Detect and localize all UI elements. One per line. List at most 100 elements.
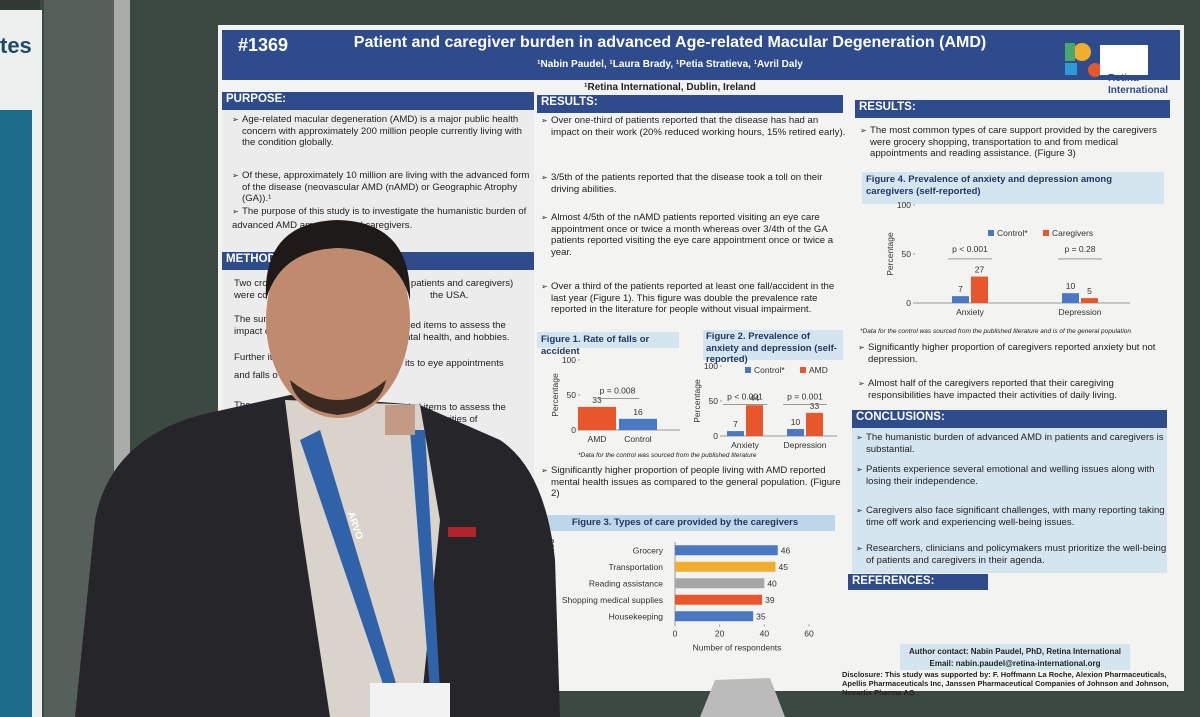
bar: [1062, 293, 1079, 303]
annotation: p < 0.001: [727, 392, 763, 402]
text: *Data for the control was sourced from t…: [860, 328, 1131, 335]
text: activities of: [430, 414, 478, 425]
y-tick-label: 100: [562, 355, 576, 365]
x-tick-label: 60: [804, 629, 814, 639]
y-tick-label: 50: [567, 390, 577, 400]
text: Almost half of the caregivers reported t…: [858, 378, 1173, 401]
badge: [370, 683, 450, 717]
bar: [971, 276, 988, 303]
bar: [675, 578, 765, 589]
x-tick-label: 0: [673, 629, 678, 639]
text: ntal health, and hobbies.: [405, 332, 510, 343]
x-tick-label: 20: [715, 629, 725, 639]
y-axis-label: Percentage: [885, 232, 895, 276]
bar: [578, 406, 616, 430]
pocket-square: [448, 527, 476, 537]
heading: RESULTS:: [859, 101, 916, 113]
y-tick-label: 0: [713, 431, 718, 441]
lanyard: [300, 430, 440, 690]
heading: RESULTS:: [541, 96, 598, 108]
text: Further it: [234, 352, 273, 363]
text: Caregivers also face significant challen…: [856, 505, 1171, 528]
text: ¹Retina International, Dublin, Ireland: [584, 82, 756, 93]
data-label: 5: [1087, 286, 1092, 296]
data-label: 7: [958, 284, 963, 294]
text: Researchers, clinicians and policymakers…: [856, 543, 1171, 566]
beard: [290, 380, 386, 415]
text: 3/5th of the patients reported that the …: [541, 172, 846, 195]
heading-bar: [222, 92, 534, 110]
text: Significantly higher proportion of peopl…: [541, 465, 841, 500]
poster-header: [222, 30, 1180, 80]
bar: [952, 296, 969, 303]
heading-bar: [852, 410, 1167, 428]
heading-bar: [537, 95, 843, 113]
text: Author contact: Nabin Paudel, PhD, Retin…: [908, 647, 1121, 656]
text: Figure 1. Rate of falls or accident: [541, 334, 650, 357]
bar: [746, 405, 763, 436]
legend-label: AMD: [809, 365, 828, 375]
side-sign-band: [0, 110, 32, 717]
text: Figure 3. Types of care provided by the …: [571, 517, 799, 528]
text: ded items to assess the: [405, 402, 506, 413]
text: Of these, approximately 10 million are l…: [232, 170, 534, 205]
legend-swatch: [800, 367, 806, 373]
bar: [675, 545, 778, 556]
y-tick-label: 100: [704, 361, 718, 371]
y-tick-label: 0: [906, 298, 911, 308]
legend-swatch: [745, 367, 751, 373]
logo: [1065, 43, 1102, 77]
text: Over a third of the patients reported at…: [541, 281, 846, 316]
chair: [700, 678, 785, 717]
text: tes: [0, 33, 32, 58]
text: Patients experience several emotional an…: [856, 464, 1171, 487]
x-tick-label: 40: [760, 629, 770, 639]
text: Figure 4. Prevalence of anxiety and depr…: [866, 174, 1113, 197]
hair: [265, 220, 411, 300]
y-axis-label: Percentage: [692, 379, 702, 423]
x-tick-label: Depression: [784, 440, 827, 450]
text: impact o: [234, 326, 271, 337]
text: Patient and caregiver burden in advanced…: [353, 34, 987, 51]
x-tick-label: Depression: [1059, 307, 1102, 317]
y-tick-label: 50: [902, 249, 912, 259]
text: advanced AMD am: [232, 220, 314, 231]
x-tick-label: AMD: [588, 434, 607, 444]
annotation: p = 0.008: [600, 386, 636, 396]
y-tick-label: 100: [897, 200, 911, 210]
data-label: 27: [975, 265, 985, 275]
text: and falls o: [234, 370, 278, 381]
text: #1369: [238, 35, 289, 55]
text: nd caregivers.: [352, 220, 413, 231]
legend-label: Caregivers: [1052, 228, 1093, 238]
data-label: 39: [765, 595, 775, 605]
contact-box: [900, 644, 1130, 670]
text: Disclosure: This study was supported by:…: [842, 670, 1169, 697]
annotation: p = 0.28: [1065, 244, 1096, 254]
text: Age-related macular degeneration (AMD) i…: [232, 114, 534, 149]
text: the USA.: [430, 290, 469, 301]
x-axis-label: Number of respondents: [693, 643, 782, 653]
text: ¹Nabin Paudel, ¹Laura Brady, ¹Petia Stra…: [537, 59, 803, 70]
figure-title-box: [535, 515, 835, 531]
data-label: 46: [781, 545, 791, 555]
data-label: 16: [633, 407, 643, 417]
text: *Data for the control was sourced from t…: [578, 452, 757, 459]
heading: METHODS:: [226, 253, 288, 265]
data-label: 10: [791, 417, 801, 427]
legend-swatch: [1043, 230, 1049, 236]
bar: [806, 412, 823, 436]
bar: [675, 611, 754, 622]
text: Figure 2. Prevalence of anxiety and depr…: [706, 331, 837, 365]
heading: CONCLUSIONS:: [856, 411, 945, 423]
text: Over one-third of patients reported that…: [541, 115, 846, 138]
bar: [1081, 298, 1098, 303]
text: ded items to assess the: [405, 320, 506, 331]
heading-bar: [855, 100, 1170, 118]
heading: REFERENCES:: [852, 575, 935, 587]
text: r patients and caregivers): [405, 278, 514, 289]
data-label: 33: [592, 395, 602, 405]
text: The surve: [234, 314, 277, 325]
x-tick-label: Anxiety: [731, 440, 760, 450]
